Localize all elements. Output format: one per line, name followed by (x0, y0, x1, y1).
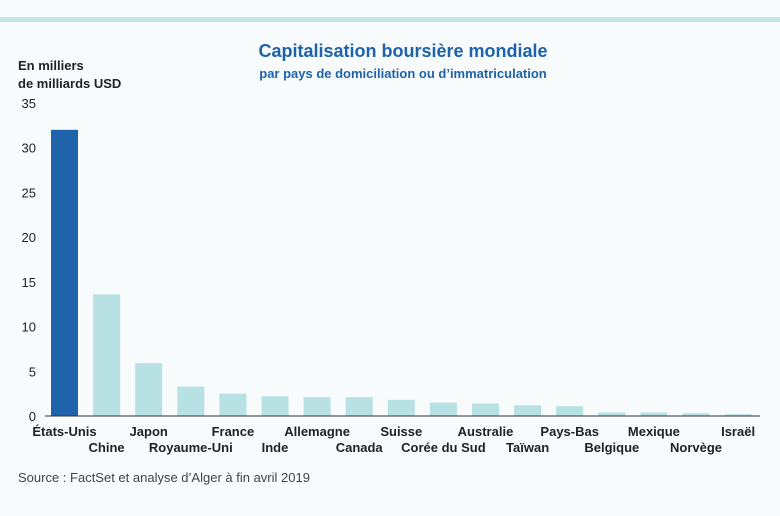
x-tick-label: Belgique (584, 440, 639, 455)
bar (135, 363, 163, 416)
bar (472, 403, 499, 416)
bar (640, 412, 668, 416)
source-note: Source : FactSet et analyse d’Alger à fi… (18, 470, 310, 485)
chart-subtitle: par pays de domiciliation ou d’immatricu… (259, 66, 547, 81)
bar (51, 129, 78, 417)
x-tick-label: Mexique (628, 424, 680, 439)
bar (598, 412, 626, 416)
bar (556, 406, 584, 416)
x-tick-label: Pays-Bas (540, 424, 599, 439)
x-tick-label: États-Unis (32, 424, 96, 439)
x-tick-label: Japon (130, 424, 168, 439)
y-tick-label: 10 (22, 320, 36, 335)
bar (429, 402, 457, 416)
x-tick-label: Norvège (670, 440, 722, 455)
x-tick-label: Australie (458, 424, 514, 439)
bar (177, 386, 205, 416)
bar (724, 414, 752, 416)
y-axis-ticks: 0 5 10 15 20 25 30 35 (22, 96, 36, 424)
top-rule (0, 17, 780, 22)
x-tick-label: Taïwan (506, 440, 549, 455)
x-tick-label: Canada (336, 440, 384, 455)
y-tick-label: 5 (29, 364, 36, 379)
x-tick-label: Corée du Sud (401, 440, 486, 455)
x-tick-label: Inde (262, 440, 289, 455)
chart-title: Capitalisation boursière mondiale (258, 41, 547, 61)
x-tick-label: Israël (721, 424, 755, 439)
y-tick-label: 0 (29, 409, 36, 424)
y-unit-line1: En milliers (18, 58, 84, 73)
y-unit-line2: de milliards USD (18, 76, 121, 91)
bar (682, 413, 710, 416)
bar (514, 405, 542, 416)
x-tick-label: Suisse (380, 424, 422, 439)
y-tick-label: 20 (22, 230, 36, 245)
bar (303, 397, 331, 416)
x-tick-label: Royaume-Uni (149, 440, 233, 455)
bar (93, 294, 121, 416)
bar (219, 393, 247, 416)
y-tick-label: 25 (22, 185, 36, 200)
bars (51, 129, 752, 417)
bar (345, 397, 373, 416)
x-tick-label: France (212, 424, 255, 439)
bar (387, 399, 415, 416)
y-tick-label: 15 (22, 275, 36, 290)
x-tick-label: Chine (89, 440, 125, 455)
bar (261, 396, 289, 416)
y-tick-label: 35 (22, 96, 36, 111)
x-tick-label: Allemagne (284, 424, 350, 439)
y-tick-label: 30 (22, 141, 36, 156)
